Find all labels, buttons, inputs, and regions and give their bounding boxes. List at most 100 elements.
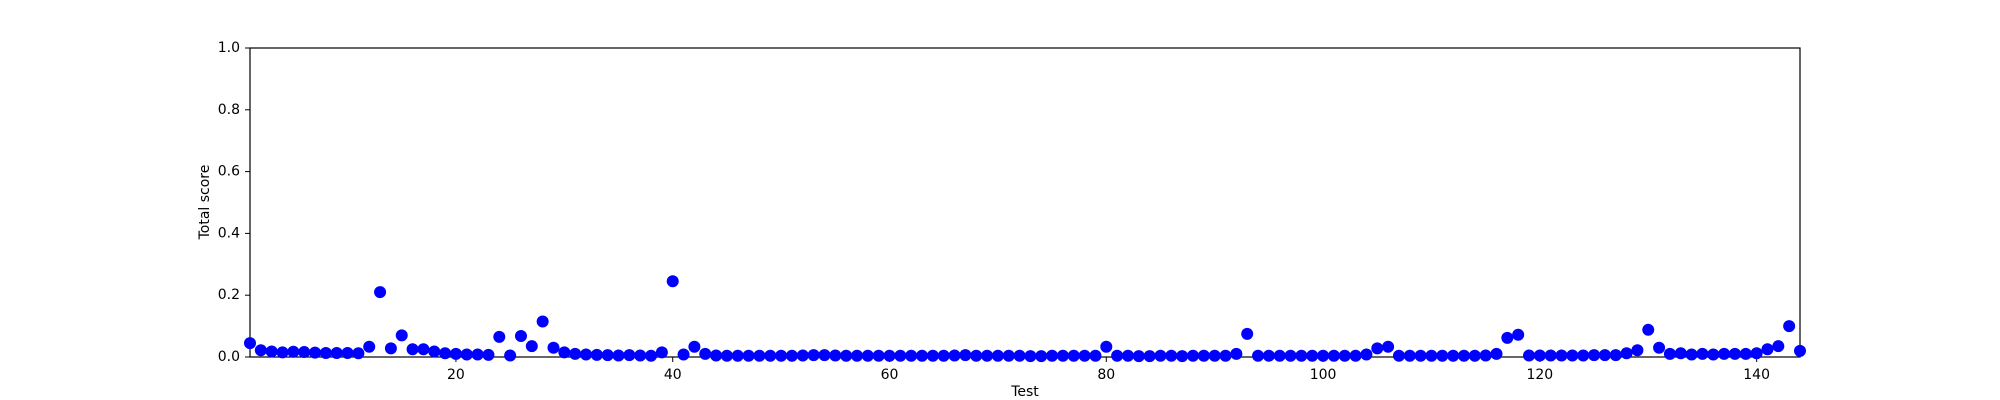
point <box>699 347 712 360</box>
x-axis-label: Test <box>1010 384 1039 400</box>
point <box>330 346 343 359</box>
y-tick-label: 0.4 <box>218 225 240 241</box>
point <box>1024 350 1037 363</box>
y-tick-label: 1.0 <box>218 40 240 56</box>
point <box>1392 349 1405 362</box>
point <box>634 349 647 362</box>
point <box>1143 350 1156 363</box>
point <box>1642 323 1655 336</box>
point <box>894 349 907 362</box>
point <box>1241 327 1254 340</box>
point <box>1121 349 1134 362</box>
point <box>1544 349 1557 362</box>
point <box>504 349 517 362</box>
point <box>883 349 896 362</box>
point <box>970 349 983 362</box>
point <box>1533 349 1546 362</box>
point <box>1631 344 1644 357</box>
point <box>482 348 495 361</box>
point <box>1685 348 1698 361</box>
point <box>1609 349 1622 362</box>
point <box>796 349 809 362</box>
point <box>1327 349 1340 362</box>
point <box>1382 340 1395 353</box>
x-tick-label: 100 <box>1310 367 1337 383</box>
point <box>1739 347 1752 360</box>
x-tick-label: 20 <box>447 367 465 383</box>
x-tick-label: 80 <box>1097 367 1115 383</box>
point <box>916 349 929 362</box>
point <box>840 349 853 362</box>
point <box>1165 349 1178 362</box>
point <box>764 349 777 362</box>
point <box>1772 340 1785 353</box>
point <box>406 343 419 356</box>
point <box>1273 349 1286 362</box>
point <box>1046 349 1059 362</box>
point <box>558 346 571 359</box>
point <box>1371 342 1384 355</box>
point <box>1002 349 1015 362</box>
point <box>677 348 690 361</box>
point <box>309 346 322 359</box>
point <box>590 348 603 361</box>
point <box>1154 349 1167 362</box>
point <box>1360 348 1373 361</box>
point <box>1252 349 1265 362</box>
point <box>395 329 408 342</box>
point <box>1728 347 1741 360</box>
point <box>460 348 473 361</box>
point <box>753 349 766 362</box>
point <box>1566 349 1579 362</box>
point <box>731 349 744 362</box>
point <box>1078 349 1091 362</box>
point <box>341 346 354 359</box>
plot-frame <box>249 47 1801 358</box>
point <box>1577 349 1590 362</box>
y-tick-label: 0.2 <box>218 287 240 303</box>
point <box>1414 349 1427 362</box>
point <box>1317 349 1330 362</box>
point <box>1284 349 1297 362</box>
point <box>1696 347 1709 360</box>
point <box>1674 347 1687 360</box>
point <box>287 345 300 358</box>
point <box>547 341 560 354</box>
point <box>785 349 798 362</box>
point <box>1501 331 1514 344</box>
point <box>1794 344 1806 357</box>
point <box>244 337 256 350</box>
point <box>428 345 441 358</box>
point <box>536 315 549 328</box>
point <box>1111 349 1124 362</box>
point <box>905 349 918 362</box>
point <box>471 348 484 361</box>
point <box>850 349 863 362</box>
point <box>981 349 994 362</box>
point <box>1306 349 1319 362</box>
point <box>1457 349 1470 362</box>
x-tick-label: 40 <box>664 367 682 383</box>
point <box>1338 349 1351 362</box>
point <box>1447 349 1460 362</box>
point <box>580 348 593 361</box>
y-axis-label: Total score <box>197 165 213 241</box>
point <box>926 349 939 362</box>
point <box>872 349 885 362</box>
point <box>514 329 527 342</box>
point <box>688 340 701 353</box>
point <box>991 349 1004 362</box>
point <box>276 346 289 359</box>
point <box>1750 347 1763 360</box>
point <box>601 349 614 362</box>
point <box>959 349 972 362</box>
point <box>1219 349 1232 362</box>
point <box>569 347 582 360</box>
point <box>1089 349 1102 362</box>
point <box>623 349 636 362</box>
y-tick-label: 0.8 <box>218 102 240 118</box>
point <box>1035 350 1048 363</box>
point <box>775 349 788 362</box>
point <box>1761 343 1774 356</box>
